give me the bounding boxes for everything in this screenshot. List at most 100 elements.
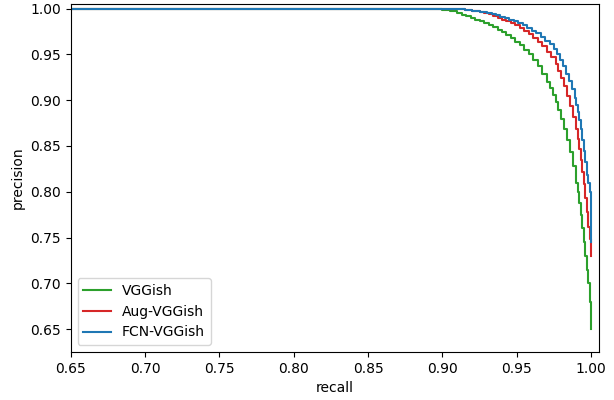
- FCN-VGGish: [546, 42, 553, 47]
- Aug-VGGish: [461, 8, 468, 13]
- Aug-VGGish: [454, 7, 461, 12]
- FCN-VGGish: [568, 87, 575, 92]
- VGGish: [546, 86, 553, 91]
- Aug-VGGish: [578, 169, 586, 174]
- VGGish: [580, 240, 588, 244]
- VGGish: [534, 64, 542, 69]
- Aug-VGGish: [547, 55, 554, 60]
- FCN-VGGish: [488, 12, 495, 16]
- Aug-VGGish: [480, 11, 488, 16]
- VGGish: [578, 226, 586, 231]
- Aug-VGGish: [577, 157, 585, 162]
- FCN-VGGish: [588, 240, 595, 244]
- FCN-VGGish: [586, 189, 593, 194]
- Aug-VGGish: [503, 19, 510, 24]
- FCN-VGGish: [559, 64, 567, 69]
- Aug-VGGish: [529, 36, 537, 40]
- FCN-VGGish: [571, 96, 578, 101]
- VGGish: [472, 17, 479, 22]
- FCN-VGGish: [556, 58, 564, 62]
- Aug-VGGish: [516, 26, 524, 30]
- FCN-VGGish: [67, 6, 74, 11]
- FCN-VGGish: [515, 21, 522, 26]
- FCN-VGGish: [519, 23, 526, 28]
- Line: FCN-VGGish: FCN-VGGish: [71, 8, 591, 242]
- FCN-VGGish: [550, 46, 558, 51]
- FCN-VGGish: [578, 137, 586, 142]
- VGGish: [577, 212, 585, 217]
- VGGish: [467, 15, 475, 20]
- Y-axis label: precision: precision: [10, 147, 25, 209]
- VGGish: [409, 7, 416, 12]
- Aug-VGGish: [525, 32, 532, 37]
- Aug-VGGish: [585, 224, 592, 229]
- VGGish: [494, 27, 501, 32]
- Aug-VGGish: [567, 103, 574, 108]
- Aug-VGGish: [573, 127, 580, 132]
- FCN-VGGish: [524, 26, 531, 30]
- VGGish: [583, 267, 591, 272]
- FCN-VGGish: [510, 19, 518, 24]
- FCN-VGGish: [553, 52, 561, 57]
- Aug-VGGish: [574, 136, 581, 141]
- VGGish: [549, 92, 556, 97]
- FCN-VGGish: [576, 118, 583, 123]
- VGGish: [581, 254, 589, 258]
- VGGish: [511, 39, 519, 44]
- FCN-VGGish: [532, 31, 540, 36]
- VGGish: [585, 281, 592, 286]
- FCN-VGGish: [580, 148, 588, 153]
- Aug-VGGish: [485, 12, 492, 16]
- FCN-VGGish: [483, 11, 491, 16]
- Aug-VGGish: [581, 196, 589, 200]
- VGGish: [561, 127, 568, 132]
- VGGish: [485, 23, 492, 28]
- FCN-VGGish: [497, 14, 504, 19]
- Aug-VGGish: [494, 15, 501, 20]
- Aug-VGGish: [552, 61, 559, 66]
- VGGish: [454, 11, 461, 16]
- VGGish: [538, 71, 546, 76]
- Aug-VGGish: [507, 21, 515, 26]
- FCN-VGGish: [537, 34, 545, 39]
- FCN-VGGish: [542, 38, 549, 43]
- VGGish: [552, 100, 559, 104]
- VGGish: [543, 80, 550, 84]
- X-axis label: recall: recall: [316, 381, 354, 395]
- Aug-VGGish: [558, 76, 565, 80]
- VGGish: [576, 200, 583, 205]
- FCN-VGGish: [585, 180, 592, 185]
- Aug-VGGish: [555, 68, 562, 73]
- VGGish: [507, 36, 515, 40]
- FCN-VGGish: [476, 10, 483, 15]
- FCN-VGGish: [581, 160, 589, 165]
- FCN-VGGish: [577, 127, 585, 132]
- VGGish: [564, 138, 571, 143]
- Aug-VGGish: [570, 114, 577, 119]
- Aug-VGGish: [583, 210, 591, 214]
- Aug-VGGish: [534, 39, 542, 44]
- FCN-VGGish: [565, 78, 573, 83]
- VGGish: [489, 24, 497, 29]
- VGGish: [480, 21, 488, 26]
- FCN-VGGish: [574, 110, 581, 114]
- Aug-VGGish: [586, 237, 593, 242]
- FCN-VGGish: [432, 6, 439, 11]
- Aug-VGGish: [580, 182, 588, 187]
- FCN-VGGish: [573, 102, 580, 107]
- Aug-VGGish: [588, 254, 595, 258]
- VGGish: [555, 108, 562, 113]
- Line: Aug-VGGish: Aug-VGGish: [71, 8, 591, 256]
- Aug-VGGish: [67, 6, 74, 11]
- VGGish: [558, 117, 565, 122]
- Aug-VGGish: [489, 14, 497, 18]
- Aug-VGGish: [499, 17, 506, 22]
- Aug-VGGish: [468, 9, 476, 14]
- VGGish: [567, 150, 574, 155]
- FCN-VGGish: [528, 28, 535, 33]
- FCN-VGGish: [454, 7, 461, 12]
- Aug-VGGish: [511, 23, 519, 28]
- FCN-VGGish: [492, 12, 500, 17]
- VGGish: [570, 164, 577, 168]
- VGGish: [476, 19, 483, 24]
